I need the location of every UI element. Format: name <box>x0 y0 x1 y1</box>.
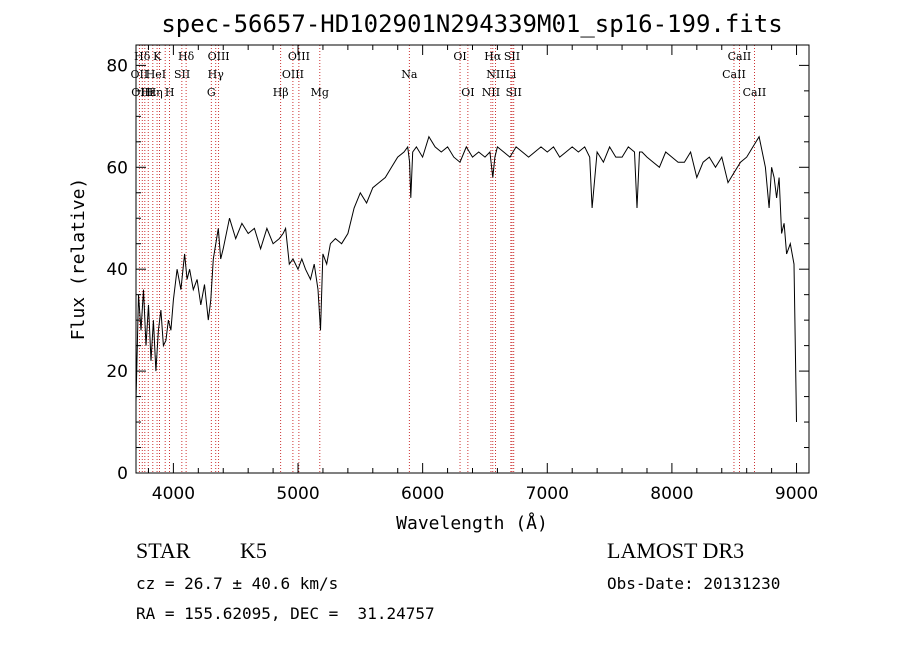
line-label: Hδ <box>178 50 195 63</box>
line-label: Hδ <box>134 50 151 63</box>
line-label: NII <box>486 68 504 81</box>
line-label: Hα <box>484 50 502 63</box>
y-axis-label: Flux (relative) <box>68 178 89 341</box>
redshift-cz: cz = 26.7 ± 40.6 km/s <box>136 574 339 593</box>
line-label: Hγ <box>208 68 225 81</box>
line-label: NII <box>482 86 500 99</box>
line-label: CaII <box>728 50 752 63</box>
line-label: H <box>165 86 175 99</box>
y-axis-ticks: 0 20 40 60 80 <box>106 56 809 484</box>
line-label: OIII <box>208 50 230 63</box>
line-label: SII <box>504 50 520 63</box>
y-tick-label: 80 <box>106 56 128 76</box>
line-label: K <box>153 50 162 63</box>
x-tick-label: 5000 <box>276 484 319 504</box>
x-tick-label: 9000 <box>775 484 818 504</box>
line-label: OIII <box>288 50 310 63</box>
line-label: SII <box>174 68 190 81</box>
survey-name: LAMOST DR3 <box>607 538 745 563</box>
y-tick-label: 60 <box>106 158 128 178</box>
line-label: SII <box>506 86 522 99</box>
line-label: OI <box>461 86 474 99</box>
emission-line-markers <box>138 45 755 473</box>
x-axis-ticks: 4000 5000 6000 7000 8000 9000 <box>147 45 818 504</box>
line-label: Li <box>505 68 516 81</box>
line-label: Hβ <box>273 86 289 99</box>
line-label: G <box>207 86 216 99</box>
line-label: HeI <box>146 68 166 81</box>
coordinates: RA = 155.62095, DEC = 31.24757 <box>136 604 435 623</box>
line-label: OII <box>131 68 149 81</box>
line-label: Mg <box>311 86 329 99</box>
object-subclass: K5 <box>240 538 267 563</box>
observation-date: Obs-Date: 20131230 <box>607 574 781 593</box>
y-tick-label: 20 <box>106 362 128 382</box>
y-tick-label: 40 <box>106 260 128 280</box>
y-tick-label: 0 <box>117 464 128 484</box>
plot-frame <box>135 44 810 474</box>
line-label: Hε <box>141 86 157 99</box>
line-label: CaII <box>743 86 767 99</box>
x-tick-label: 4000 <box>152 484 195 504</box>
x-tick-label: 7000 <box>526 484 569 504</box>
line-label: Na <box>401 68 418 81</box>
line-label: OIII <box>131 86 153 99</box>
x-tick-label: 6000 <box>401 484 444 504</box>
chart-title: spec-56657-HD102901N294339M01_sp16-199.f… <box>161 10 782 38</box>
spectrum-line <box>135 135 797 423</box>
x-tick-label: 8000 <box>650 484 693 504</box>
line-label: OIII <box>282 68 304 81</box>
line-label: CaII <box>722 68 746 81</box>
object-class: STAR <box>136 538 191 563</box>
line-label: OI <box>453 50 466 63</box>
x-axis-label: Wavelength (Å) <box>396 512 548 534</box>
line-label: Hη <box>147 86 163 99</box>
